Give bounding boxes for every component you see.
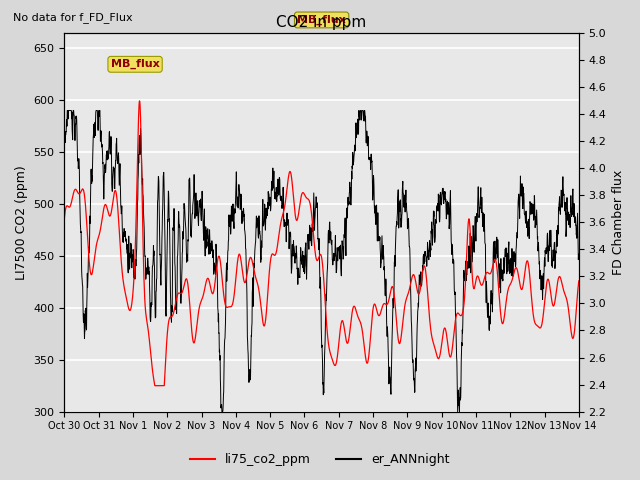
Text: MB_flux: MB_flux xyxy=(111,59,159,70)
Text: No data for f_FD_Flux: No data for f_FD_Flux xyxy=(13,12,132,23)
Legend: li75_co2_ppm, er_ANNnight: li75_co2_ppm, er_ANNnight xyxy=(186,448,454,471)
Y-axis label: LI7500 CO2 (ppm): LI7500 CO2 (ppm) xyxy=(15,165,28,279)
Title: CO2 in ppm: CO2 in ppm xyxy=(276,15,367,30)
Text: MB_flux: MB_flux xyxy=(297,15,346,25)
Y-axis label: FD Chamber flux: FD Chamber flux xyxy=(612,169,625,275)
